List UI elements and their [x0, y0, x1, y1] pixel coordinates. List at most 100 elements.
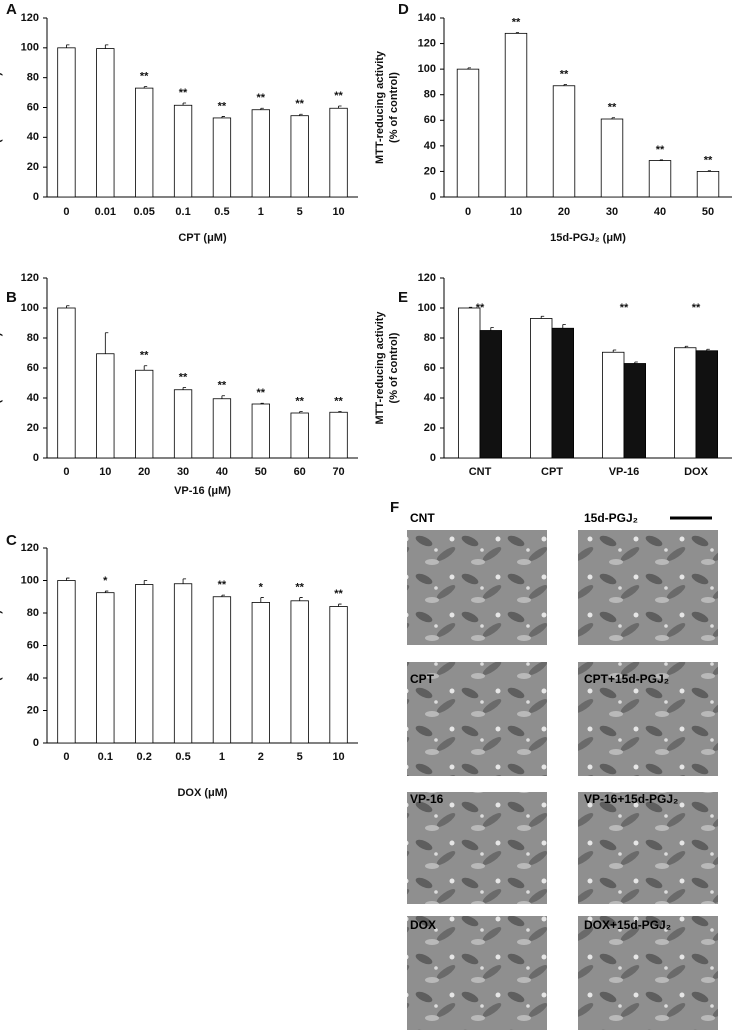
y-tick-label: 60 [27, 639, 39, 651]
y-tick-label: 120 [21, 542, 39, 554]
x-tick-label: 0 [63, 466, 69, 478]
panel-letter: D [398, 1, 409, 18]
bar [96, 48, 115, 198]
error-bar [299, 113, 303, 116]
x-tick-label: 10 [332, 206, 344, 218]
y-tick-label: 20 [27, 161, 39, 173]
y-tick-label: 100 [418, 302, 436, 314]
bar [212, 398, 232, 459]
y-tick-label: 60 [424, 362, 436, 374]
micrograph-label: DOX+15d-PGJ₂ [584, 918, 671, 932]
x-tick-label: 10 [99, 466, 111, 478]
bar [290, 412, 309, 459]
micrograph-label: CPT [410, 672, 435, 686]
x-tick-label: 0.1 [175, 206, 190, 218]
bar [290, 115, 309, 198]
micrograph [578, 530, 718, 645]
x-axis-title: DOX (μM) [177, 787, 227, 799]
y-tick-label: 60 [27, 362, 39, 374]
error-bar [659, 159, 663, 161]
significance-label: ** [257, 387, 266, 399]
bar [212, 117, 232, 198]
y-tick-label: 80 [424, 89, 436, 101]
bar [623, 363, 647, 459]
significance-label: ** [218, 100, 227, 112]
bar [479, 330, 503, 459]
error-bar [221, 116, 225, 118]
x-tick-label: 40 [216, 466, 228, 478]
y-tick-label: 0 [430, 452, 436, 464]
x-tick-label: DOX [684, 466, 709, 478]
x-tick-label: 10 [332, 751, 344, 763]
bar [551, 327, 575, 459]
significance-label: ** [692, 302, 701, 314]
bar [96, 353, 115, 459]
bar [530, 318, 553, 459]
error-bar [562, 324, 566, 329]
error-bar [563, 84, 567, 86]
x-tick-label: 70 [332, 466, 344, 478]
error-bar [104, 332, 109, 354]
bar [251, 602, 270, 744]
error-bar [221, 395, 225, 399]
bar [212, 596, 232, 744]
x-tick-label: 20 [138, 466, 150, 478]
x-tick-label: 0.5 [175, 751, 190, 763]
y-tick-label: 0 [33, 191, 39, 203]
x-tick-label: 10 [510, 206, 522, 218]
bar [329, 411, 348, 459]
y-tick-label: 40 [424, 392, 436, 404]
bar [602, 351, 625, 459]
error-bar [338, 105, 342, 109]
y-tick-label: 120 [21, 12, 39, 24]
y-tick-label: 20 [27, 422, 39, 434]
x-axis-title: VP-16 (μM) [174, 485, 231, 497]
significance-label: ** [512, 17, 521, 29]
error-bar [299, 597, 303, 601]
bar [57, 307, 76, 459]
bar [135, 369, 154, 459]
bar [251, 109, 270, 198]
error-bar [182, 102, 187, 106]
bar [674, 347, 697, 459]
x-tick-label: 0.05 [133, 206, 154, 218]
y-tick-label: 40 [424, 140, 436, 152]
bar [173, 583, 193, 744]
bar [696, 171, 720, 198]
error-bar [104, 44, 109, 49]
y-tick-label: 100 [21, 302, 39, 314]
micrograph [578, 916, 718, 1030]
significance-label: ** [334, 588, 343, 600]
significance-label: ** [295, 98, 304, 110]
significance-label: ** [179, 87, 188, 99]
error-bar [515, 32, 519, 34]
micrograph [578, 662, 718, 776]
y-axis-title: (% of control) [388, 72, 400, 143]
micrograph-label: DOX [410, 918, 436, 932]
panel-letter: C [6, 532, 17, 549]
y-tick-label: 140 [418, 12, 436, 24]
significance-label: ** [620, 302, 629, 314]
error-bar [221, 594, 225, 597]
significance-label: ** [656, 144, 665, 156]
error-bar [260, 597, 264, 603]
error-bar [467, 67, 471, 70]
significance-label: ** [218, 579, 227, 591]
y-tick-label: 0 [33, 452, 39, 464]
bar [552, 85, 576, 198]
error-bar [611, 117, 615, 120]
bar [329, 606, 348, 744]
error-bar [182, 578, 187, 584]
micrograph [407, 662, 547, 776]
significance-label: ** [295, 395, 304, 407]
error-bar [182, 387, 187, 390]
panel-letter: E [398, 289, 408, 306]
y-tick-label: 120 [418, 272, 436, 284]
x-tick-label: 1 [219, 751, 225, 763]
y-tick-label: 0 [430, 191, 436, 203]
micrograph-label: VP-16 [410, 792, 444, 806]
y-tick-label: 60 [424, 114, 436, 126]
y-tick-label: 120 [418, 37, 436, 49]
bar [290, 600, 309, 744]
